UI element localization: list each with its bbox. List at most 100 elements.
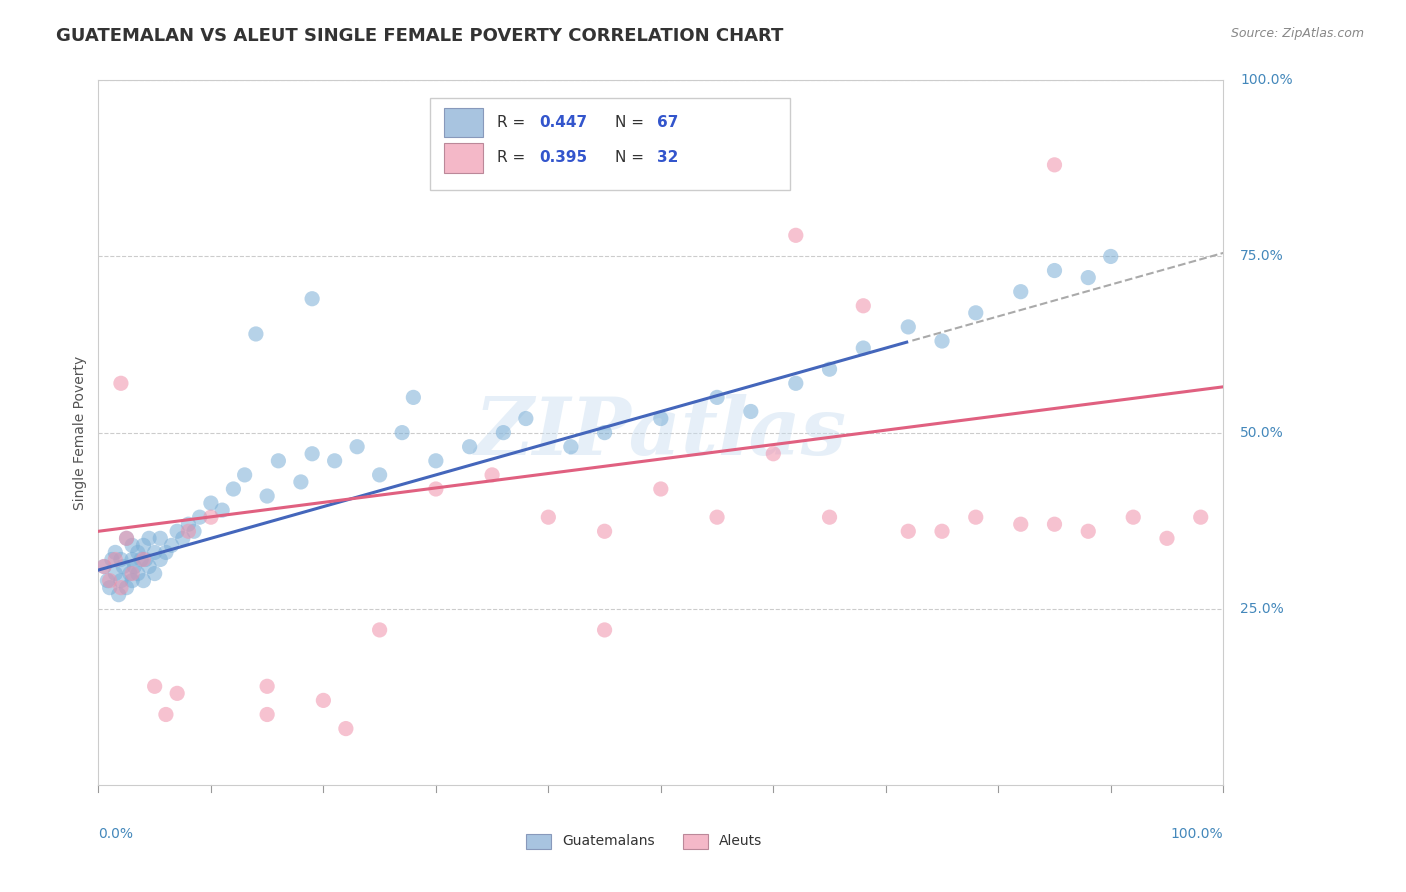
Point <box>104 545 127 559</box>
Point <box>391 425 413 440</box>
Point <box>267 454 290 468</box>
Text: ZIPatlas: ZIPatlas <box>475 394 846 471</box>
Point <box>312 693 335 707</box>
Point <box>166 524 188 539</box>
Point <box>492 425 515 440</box>
Y-axis label: Single Female Poverty: Single Female Poverty <box>73 356 87 509</box>
Point <box>335 722 357 736</box>
Point <box>818 362 841 376</box>
Text: 50.0%: 50.0% <box>1240 425 1284 440</box>
Point <box>107 588 129 602</box>
Point <box>143 545 166 559</box>
Point <box>1043 263 1066 277</box>
Point <box>177 517 200 532</box>
Point <box>110 552 132 566</box>
Point <box>323 454 346 468</box>
Point <box>593 524 616 539</box>
Point <box>138 532 160 546</box>
Point <box>121 566 143 581</box>
Point <box>93 559 115 574</box>
Point <box>560 440 582 454</box>
Text: R =: R = <box>496 150 530 165</box>
Point <box>1077 524 1099 539</box>
Point <box>402 391 425 405</box>
Text: 0.395: 0.395 <box>540 150 588 165</box>
Point <box>211 503 233 517</box>
Point <box>143 679 166 693</box>
Point <box>368 623 391 637</box>
Point <box>301 447 323 461</box>
Point <box>127 566 149 581</box>
Text: 0.0%: 0.0% <box>98 827 134 841</box>
Point <box>121 574 143 588</box>
Text: 100.0%: 100.0% <box>1240 73 1292 87</box>
Point <box>93 559 115 574</box>
Point <box>143 566 166 581</box>
Point <box>706 510 728 524</box>
Point <box>1010 285 1032 299</box>
Text: Source: ZipAtlas.com: Source: ZipAtlas.com <box>1230 27 1364 40</box>
Point <box>245 326 267 341</box>
Point <box>458 440 481 454</box>
Point <box>132 574 155 588</box>
Point <box>118 566 141 581</box>
Text: 67: 67 <box>658 115 679 130</box>
FancyBboxPatch shape <box>444 143 484 172</box>
Point <box>155 707 177 722</box>
Point <box>785 228 807 243</box>
Point <box>124 559 146 574</box>
Point <box>110 581 132 595</box>
Text: R =: R = <box>496 115 530 130</box>
Point <box>740 404 762 418</box>
Point <box>965 306 987 320</box>
Point <box>166 686 188 700</box>
Point <box>135 552 157 566</box>
Point <box>110 376 132 391</box>
Point <box>104 552 127 566</box>
Point <box>110 574 132 588</box>
Point <box>256 679 278 693</box>
Point <box>121 552 143 566</box>
Point <box>112 559 135 574</box>
Point <box>650 482 672 496</box>
Point <box>481 467 503 482</box>
Point <box>183 524 205 539</box>
FancyBboxPatch shape <box>683 834 709 849</box>
Point <box>98 574 121 588</box>
Point <box>160 538 183 552</box>
Point <box>149 552 172 566</box>
Point <box>965 510 987 524</box>
Point <box>155 545 177 559</box>
Point <box>1010 517 1032 532</box>
Point <box>1043 158 1066 172</box>
Point <box>593 425 616 440</box>
Point <box>132 552 155 566</box>
Point <box>301 292 323 306</box>
Text: 32: 32 <box>658 150 679 165</box>
Point <box>188 510 211 524</box>
Point <box>177 524 200 539</box>
Point <box>222 482 245 496</box>
Point <box>1077 270 1099 285</box>
Point <box>1156 532 1178 546</box>
Point <box>127 545 149 559</box>
Point <box>256 707 278 722</box>
Point <box>96 574 118 588</box>
Text: Guatemalans: Guatemalans <box>562 834 654 848</box>
Point <box>290 475 312 489</box>
Point <box>650 411 672 425</box>
FancyBboxPatch shape <box>526 834 551 849</box>
Point <box>1189 510 1212 524</box>
Point <box>852 299 875 313</box>
Point <box>115 532 138 546</box>
Point <box>897 320 920 334</box>
FancyBboxPatch shape <box>444 108 484 137</box>
Point <box>132 538 155 552</box>
Point <box>897 524 920 539</box>
Point <box>818 510 841 524</box>
FancyBboxPatch shape <box>430 98 790 189</box>
Point <box>346 440 368 454</box>
Point <box>931 524 953 539</box>
Point <box>138 559 160 574</box>
Point <box>104 566 127 581</box>
